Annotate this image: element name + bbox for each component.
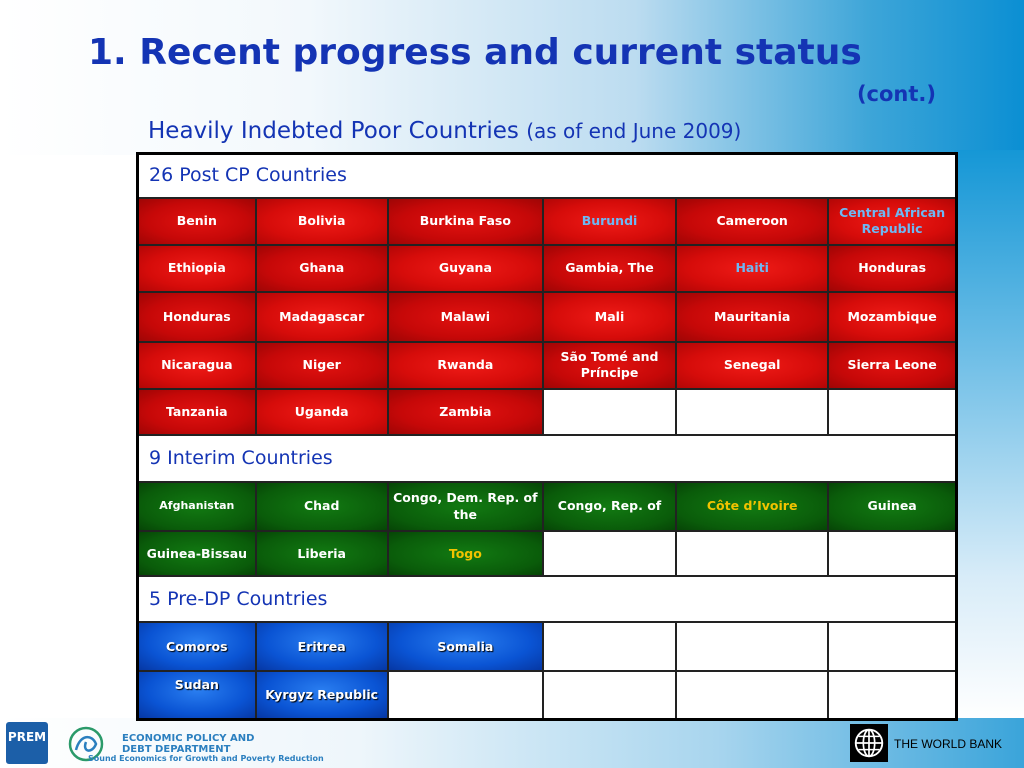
interim-header: 9 Interim Countries (136, 433, 958, 484)
country-cell: Zambia (386, 387, 544, 436)
empty-cell (827, 530, 958, 578)
hipc-country-table: 26 Post CP Countries Benin Bolivia Burki… (136, 152, 958, 721)
header-background (0, 0, 1024, 155)
country-cell: Tanzania (136, 387, 257, 436)
table-row: Comoros Eritrea Somalia (136, 621, 958, 673)
department-name-line1: ECONOMIC POLICY AND (122, 733, 255, 744)
country-cell: Rwanda (386, 340, 544, 390)
table-row: Ethiopia Ghana Guyana Gambia, The Haiti … (136, 243, 958, 293)
country-cell: São Tomé and Príncipe (541, 340, 678, 390)
country-cell: Eritrea (254, 621, 389, 673)
slide-subtitle: Heavily Indebted Poor Countries (as of e… (148, 118, 741, 144)
empty-cell (541, 621, 678, 673)
country-cell: Uganda (254, 387, 389, 436)
country-name-highlight: Burundi (581, 212, 638, 228)
country-name: Comoros (166, 638, 228, 654)
section-header-row: 26 Post CP Countries (136, 152, 958, 199)
country-cell: Chad (254, 481, 389, 533)
country-cell: Mauritania (675, 290, 830, 343)
prem-logo-text: PREM (7, 730, 47, 744)
country-cell: Mozambique (827, 290, 958, 343)
empty-cell (827, 621, 958, 673)
table-row: Honduras Madagascar Malawi Mali Mauritan… (136, 290, 958, 343)
country-cell: Congo, Rep. of (541, 481, 678, 533)
right-edge-background (954, 150, 1024, 720)
table-row: Afghanistan Chad Congo, Dem. Rep. of the… (136, 481, 958, 533)
country-cell: Guyana (386, 243, 544, 293)
empty-cell (675, 387, 830, 436)
country-cell: Honduras (136, 290, 257, 343)
post-cp-header: 26 Post CP Countries (136, 152, 958, 199)
country-name-highlight: Togo (448, 545, 482, 561)
world-bank-globe-logo-icon (850, 724, 888, 762)
country-cell: Guinea-Bissau (136, 530, 257, 578)
table-row: Tanzania Uganda Zambia (136, 387, 958, 436)
country-cell: Benin (136, 196, 257, 246)
empty-cell (541, 387, 678, 436)
country-cell: Senegal (675, 340, 830, 390)
country-name: Kyrgyz Republic (265, 687, 379, 703)
country-cell: Cameroon (675, 196, 830, 246)
department-name: ECONOMIC POLICY AND DEBT DEPARTMENT (122, 733, 254, 755)
empty-cell (386, 670, 544, 721)
slide-title-continued: (cont.) (856, 82, 936, 106)
slide-title: 1. Recent progress and current status (88, 32, 862, 73)
country-cell: Sierra Leone (827, 340, 958, 390)
country-cell: Nicaragua (136, 340, 257, 390)
empty-cell (675, 530, 830, 578)
country-cell: Central African Republic (827, 196, 958, 246)
country-cell: Madagascar (254, 290, 389, 343)
department-tagline: Sound Economics for Growth and Poverty R… (88, 754, 324, 763)
pre-dp-header: 5 Pre-DP Countries (136, 575, 958, 624)
country-cell: Sudan (136, 670, 257, 721)
empty-cell (827, 387, 958, 436)
table-row: Benin Bolivia Burkina Faso Burundi Camer… (136, 196, 958, 246)
section-header-row: 5 Pre-DP Countries (136, 575, 958, 624)
table-row: Nicaragua Niger Rwanda São Tomé and Prín… (136, 340, 958, 390)
country-name-highlight: Central African Republic (839, 204, 946, 237)
subtitle-date-note: (as of end June 2009) (526, 119, 742, 143)
country-cell: Niger (254, 340, 389, 390)
country-cell: Somalia (386, 621, 544, 673)
subtitle-main: Heavily Indebted Poor Countries (148, 118, 519, 144)
country-name-highlight: Côte d’Ivoire (706, 498, 798, 514)
empty-cell (675, 670, 830, 721)
prem-network-logo-icon: PREM (6, 722, 48, 764)
empty-cell (541, 670, 678, 721)
empty-cell (827, 670, 958, 721)
country-name: Eritrea (297, 638, 346, 654)
empty-cell (541, 530, 678, 578)
country-cell: Afghanistan (136, 481, 257, 533)
country-name: Sudan (174, 677, 219, 693)
country-cell: Bolivia (254, 196, 389, 246)
country-cell: Ghana (254, 243, 389, 293)
table-row: Guinea-Bissau Liberia Togo (136, 530, 958, 578)
epdd-swirl-logo-icon (68, 726, 104, 762)
section-header-row: 9 Interim Countries (136, 433, 958, 484)
empty-cell (675, 621, 830, 673)
country-cell: Burkina Faso (386, 196, 544, 246)
country-cell: Burundi (541, 196, 678, 246)
country-cell: Côte d’Ivoire (675, 481, 830, 533)
country-cell: Comoros (136, 621, 257, 673)
table-row: Sudan Kyrgyz Republic (136, 670, 958, 721)
country-cell: Gambia, The (541, 243, 678, 293)
country-cell: Togo (386, 530, 544, 578)
country-cell: Congo, Dem. Rep. of the (386, 481, 544, 533)
department-name-line2: DEBT DEPARTMENT (122, 744, 231, 755)
country-cell: Malawi (386, 290, 544, 343)
country-cell: Haiti (675, 243, 830, 293)
country-cell: Liberia (254, 530, 389, 578)
country-cell: Honduras (827, 243, 958, 293)
world-bank-name: THE WORLD BANK (894, 737, 1003, 751)
country-cell: Kyrgyz Republic (254, 670, 389, 721)
country-name: Somalia (437, 638, 494, 654)
country-cell: Ethiopia (136, 243, 257, 293)
country-cell: Guinea (827, 481, 958, 533)
country-name-highlight: Haiti (735, 260, 769, 276)
country-cell: Mali (541, 290, 678, 343)
